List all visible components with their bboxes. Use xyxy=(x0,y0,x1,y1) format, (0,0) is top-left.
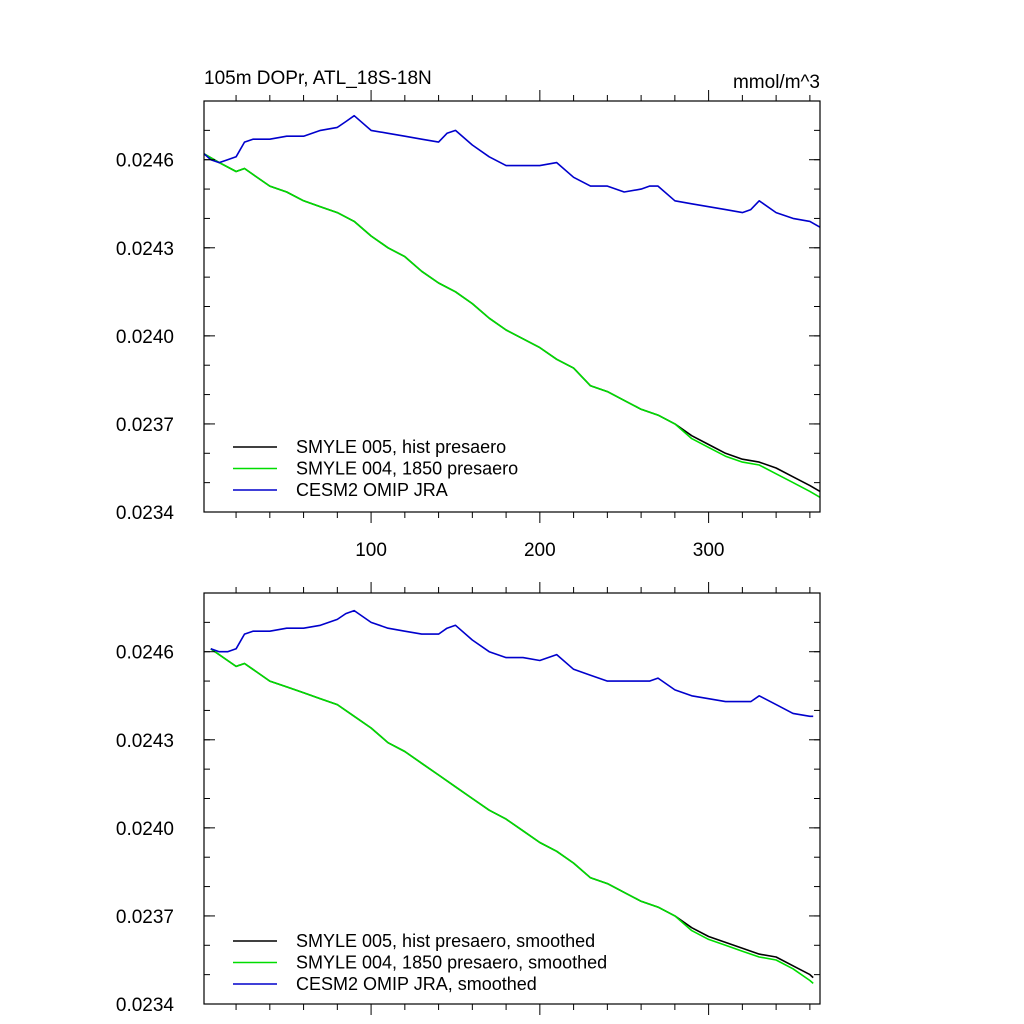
series-line-2 xyxy=(210,609,814,718)
x-tick-label: 300 xyxy=(693,540,725,561)
legend-label-1: SMYLE 004, 1850 presaero, smoothed xyxy=(296,953,607,973)
series-line-0 xyxy=(210,648,814,979)
x-tick-label: 100 xyxy=(355,540,387,561)
series-layer xyxy=(203,114,821,498)
series-layer xyxy=(210,609,814,985)
y-tick-label: 0.0240 xyxy=(116,327,174,348)
legend: SMYLE 005, hist presaero, smoothedSMYLE … xyxy=(233,931,607,994)
y-tick-label: 0.0246 xyxy=(116,643,174,664)
y-tick-label: 0.0234 xyxy=(116,995,175,1016)
y-tick-label: 0.0234 xyxy=(116,503,175,524)
y-tick-label: 0.0246 xyxy=(116,151,174,172)
y-tick-label: 0.0243 xyxy=(116,731,174,752)
legend-label-2: CESM2 OMIP JRA xyxy=(296,480,448,500)
legend-label-0: SMYLE 005, hist presaero, smoothed xyxy=(296,931,595,951)
chart-top: 105m DOPr, ATL_18S-18N mmol/m^3 0.02340.… xyxy=(116,68,821,561)
y-tick-label: 0.0243 xyxy=(116,239,174,260)
series-line-1 xyxy=(203,153,821,498)
chart-units: mmol/m^3 xyxy=(733,72,820,93)
series-line-1 xyxy=(210,648,814,985)
y-tick-label: 0.0240 xyxy=(116,819,174,840)
legend-label-0: SMYLE 005, hist presaero xyxy=(296,437,506,457)
legend-label-2: CESM2 OMIP JRA, smoothed xyxy=(296,974,537,994)
series-line-2 xyxy=(203,114,821,228)
tick-layer: 0.0234 0.0237 0.0240 0.0243 0.0246 xyxy=(116,582,820,1016)
tick-layer: 0.0234 0.0237 0.0240 0.0243 0.0246 100 200 300 xyxy=(116,90,820,561)
y-tick-label: 0.0237 xyxy=(116,415,174,436)
chart-bottom: 0.0234 0.0237 0.0240 0.0243 0.0246 SMYLE 005… xyxy=(116,582,821,1016)
legend-label-1: SMYLE 004, 1850 presaero xyxy=(296,459,518,479)
chart-title: 105m DOPr, ATL_18S-18N xyxy=(204,68,432,89)
x-tick-label: 200 xyxy=(524,540,556,561)
y-tick-label: 0.0237 xyxy=(116,907,174,928)
